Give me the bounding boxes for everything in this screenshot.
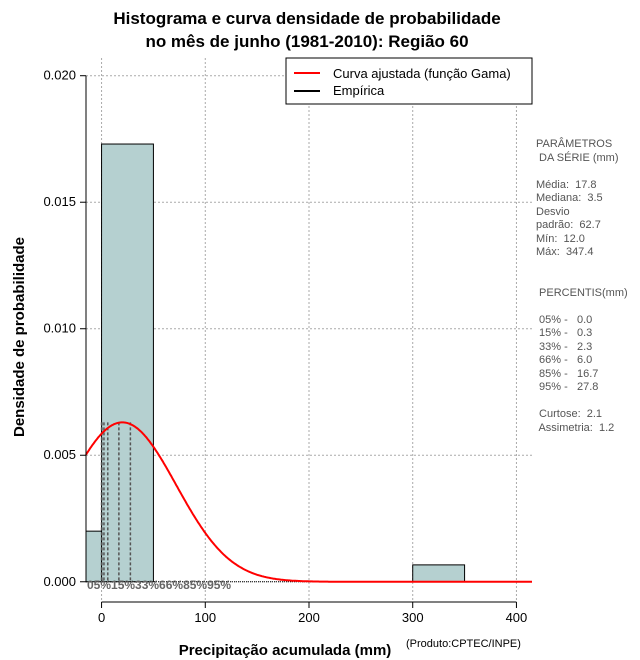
y-axis-label: Densidade de probabilidade — [11, 237, 28, 437]
stat-assimetria: Assimetria: 1.2 — [536, 421, 615, 434]
x-axis-label: Precipitação acumulada (mm) — [179, 642, 392, 659]
y-tick-label-3: 0.015 — [43, 194, 76, 209]
percentile-05: 05% - 0.0 — [536, 313, 593, 326]
params-title: PARÂMETROS — [536, 138, 613, 150]
percentile-95: 95% - 27.8 — [536, 381, 599, 393]
y-tick-label-0: 0.000 — [43, 574, 76, 589]
stat-mediana: Mediana: 3.5 — [536, 192, 603, 204]
fitted-curve — [85, 421, 532, 583]
x-tick-label-1: 100 — [194, 610, 216, 625]
stat-desvio-label: Desvio — [536, 205, 570, 218]
legend-label-curve: Curva ajustada (função Gama) — [333, 66, 511, 81]
x-tick-label-4: 400 — [506, 610, 528, 625]
percentis-title: PERCENTIS(mm) — [536, 286, 628, 299]
percentile-lines — [100, 422, 132, 582]
chart-title-line1: Histograma e curva densidade de probabil… — [113, 9, 500, 28]
stat-curtose: Curtose: 2.1 — [536, 408, 603, 420]
percentile-66: 66% - 6.0 — [536, 354, 593, 366]
credit-label: (Produto:CPTEC/INPE) — [406, 638, 521, 650]
legend-box — [285, 57, 533, 105]
ticks: 0 100 200 300 400 0.000 0.005 0.010 0.015 0.020 — [43, 68, 527, 625]
histogram-bar-0 — [85, 530, 103, 583]
histogram-bar-1 — [101, 143, 154, 583]
y-tick-label-2: 0.010 — [43, 321, 76, 336]
fitted-curve-line — [85, 421, 532, 583]
chart-title-line2: no mês de junho (1981-2010): Região 60 — [145, 32, 468, 51]
params-title-2: DA SÉRIE (mm) — [536, 151, 619, 164]
y-tick-label-4: 0.020 — [43, 68, 76, 83]
percentile-85: 85% - 16.7 — [536, 367, 599, 380]
y-tick-label-1: 0.005 — [43, 447, 76, 462]
stat-media: Média: 17.8 — [536, 178, 597, 191]
x-tick-label-2: 200 — [298, 610, 320, 625]
series-stats-panel: PARÂMETROS DA SÉRIE (mm) Média: 17.8 Med… — [536, 138, 640, 435]
stat-max: Máx: 347.4 — [536, 246, 594, 258]
stat-desvio-value: padrão: 62.7 — [536, 219, 601, 231]
histogram-bar-2 — [412, 564, 466, 583]
percentile-15: 15% - 0.3 — [536, 327, 593, 339]
legend: Curva ajustada (função Gama) Empírica — [285, 57, 533, 105]
percentile-33: 33% - 2.3 — [536, 340, 593, 353]
legend-label-empirical: Empírica — [333, 83, 385, 98]
stat-min: Mín: 12.0 — [536, 232, 585, 245]
percentile-overlay-label: 05%15%33%66%85%95% — [87, 578, 231, 592]
x-tick-label-3: 300 — [402, 610, 424, 625]
x-tick-label-0: 0 — [98, 610, 105, 625]
